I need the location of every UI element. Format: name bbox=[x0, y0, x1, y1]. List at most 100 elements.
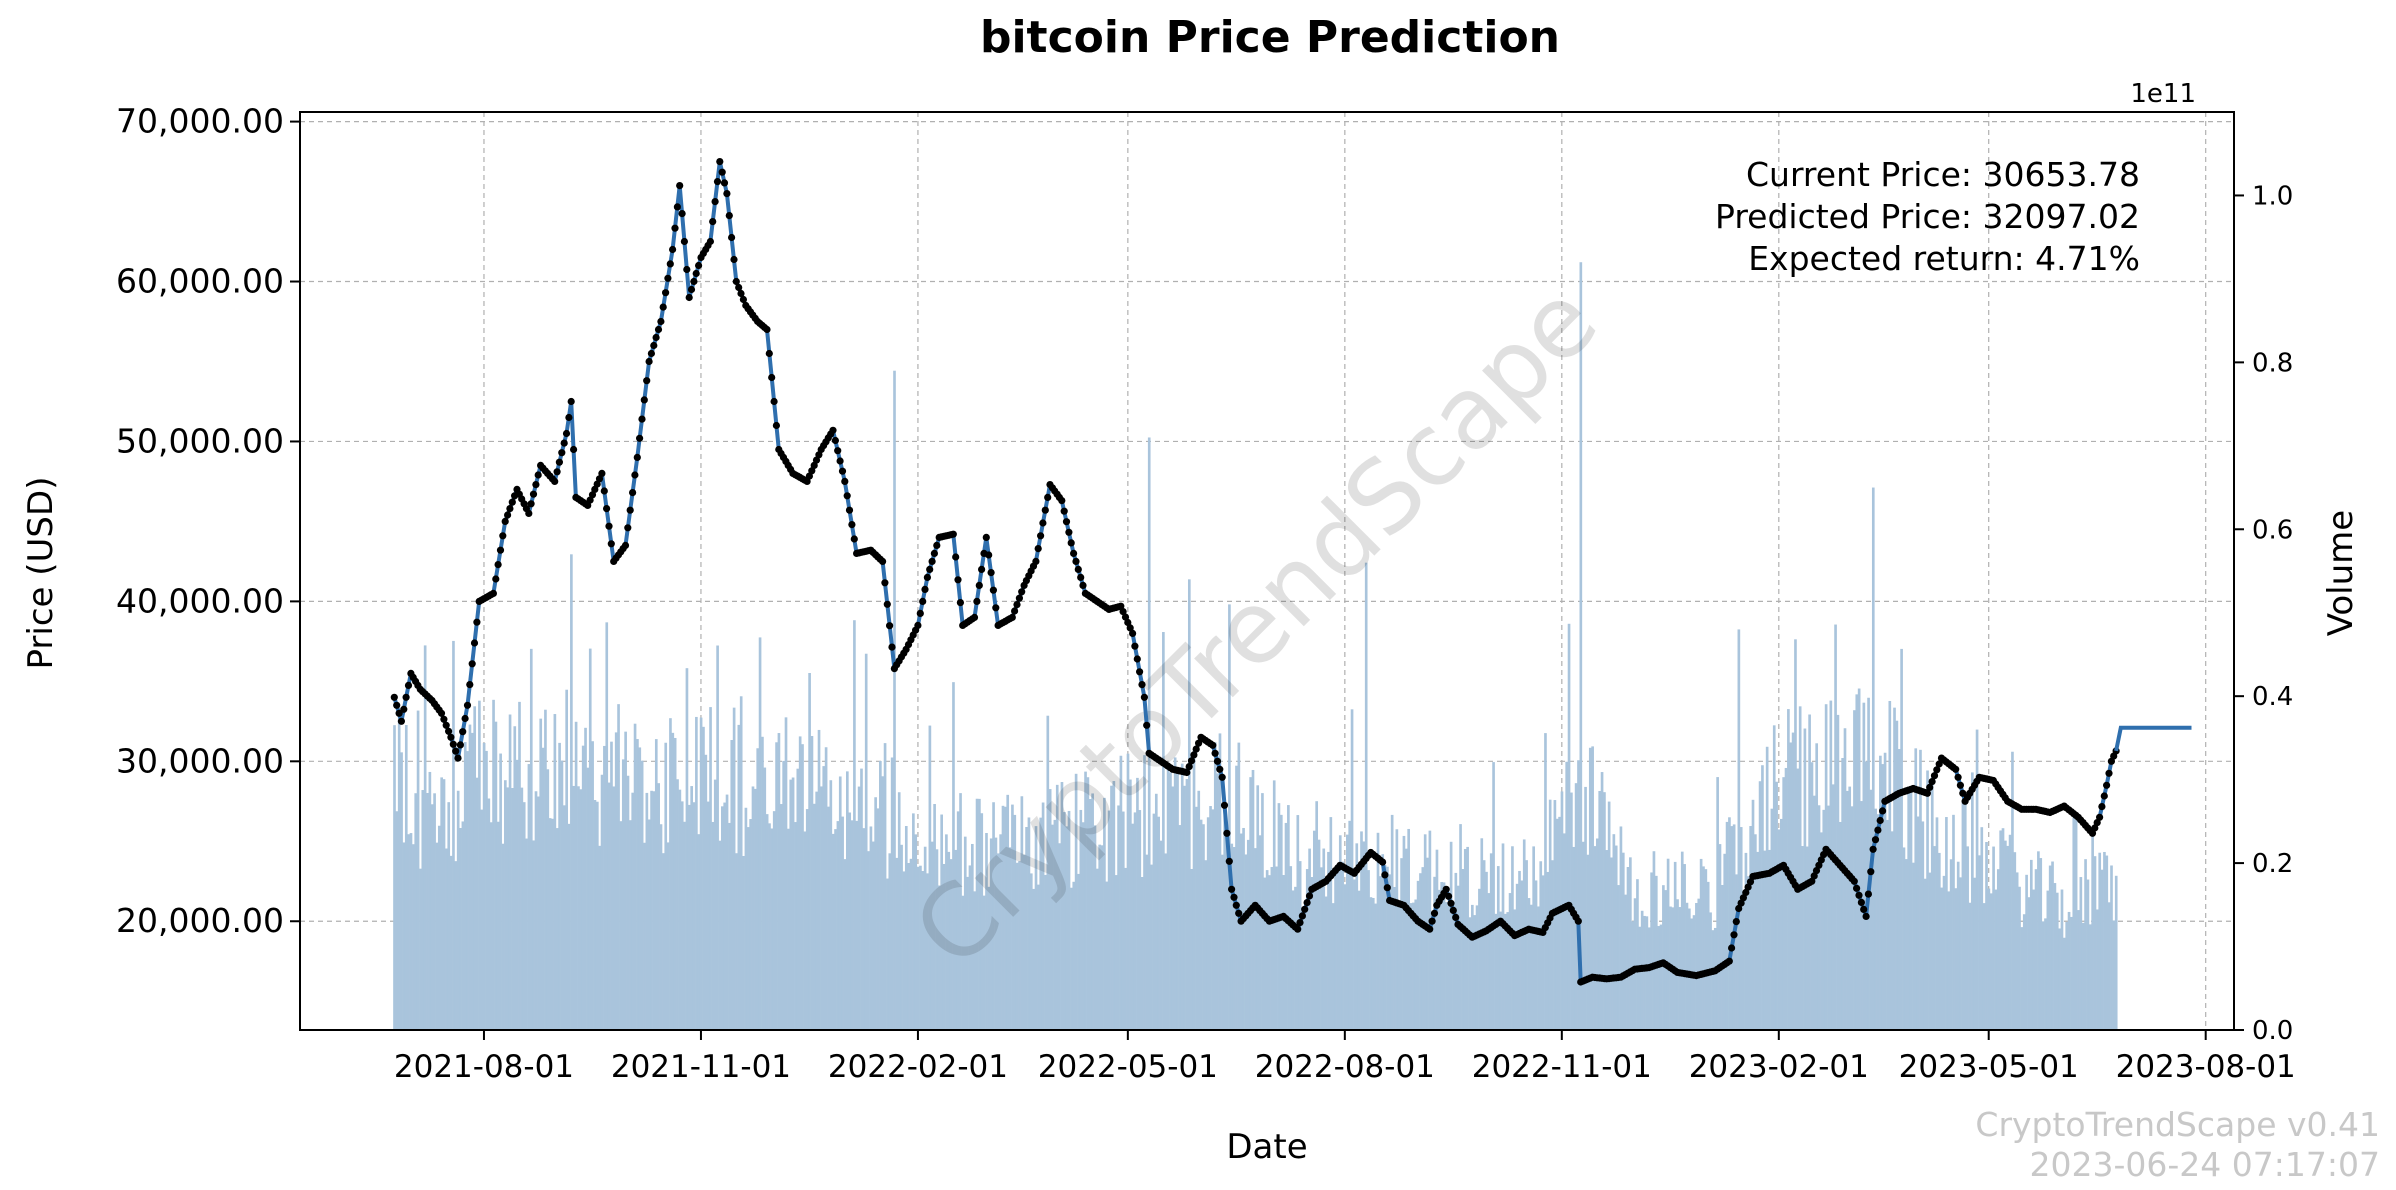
volume-bar bbox=[1466, 846, 1469, 1030]
price-point bbox=[1935, 760, 1943, 768]
volume-bar bbox=[1362, 841, 1366, 1030]
volume-bar bbox=[621, 759, 625, 1030]
volume-bar bbox=[1386, 866, 1389, 1030]
volume-bar bbox=[659, 824, 663, 1030]
price-point bbox=[737, 289, 745, 298]
price-point bbox=[709, 218, 717, 226]
volume-bar bbox=[470, 732, 474, 1030]
volume-bar bbox=[1367, 870, 1370, 1030]
volume-bar bbox=[1232, 847, 1236, 1030]
price-point bbox=[888, 643, 896, 651]
price-point bbox=[1216, 765, 1224, 773]
volume-bar bbox=[1400, 858, 1403, 1030]
volume-bar bbox=[1966, 846, 1969, 1030]
volume-bar bbox=[765, 814, 769, 1030]
price-point bbox=[987, 569, 995, 577]
volume-bar bbox=[718, 840, 722, 1030]
price-point bbox=[2096, 813, 2104, 821]
volume-bar bbox=[2112, 920, 2116, 1030]
volume-bar bbox=[1702, 866, 1705, 1030]
volume-bar bbox=[1437, 889, 1441, 1030]
price-point bbox=[647, 349, 656, 358]
volume-bar bbox=[1409, 903, 1413, 1030]
volume-bar bbox=[1697, 898, 1701, 1030]
volume-bar bbox=[1475, 905, 1479, 1030]
volume-bar bbox=[593, 800, 597, 1030]
price-point bbox=[1381, 871, 1389, 879]
volume-bar bbox=[735, 853, 738, 1030]
volume-bar bbox=[1919, 749, 1922, 1030]
volume-bar bbox=[624, 731, 627, 1030]
volume-bar bbox=[2048, 865, 2052, 1030]
price-point bbox=[954, 576, 962, 584]
volume-bar bbox=[1150, 864, 1153, 1030]
volume-bar bbox=[914, 834, 918, 1030]
volume-bar bbox=[935, 849, 939, 1030]
volume-bar bbox=[2110, 865, 2113, 1030]
price-point bbox=[978, 565, 986, 574]
volume-bar bbox=[1659, 924, 1663, 1030]
volume-bar bbox=[511, 788, 514, 1030]
price-point bbox=[975, 581, 983, 590]
volume-bar bbox=[513, 726, 517, 1030]
volume-bar bbox=[1704, 869, 1708, 1030]
volume-bar bbox=[751, 786, 755, 1030]
volume-bar bbox=[1482, 860, 1486, 1030]
price-point bbox=[1853, 884, 1861, 892]
volume-bar bbox=[1046, 715, 1050, 1030]
price-point bbox=[1850, 877, 1858, 885]
price-point bbox=[659, 303, 667, 311]
volume-bar bbox=[1779, 818, 1783, 1030]
volume-bar bbox=[1020, 796, 1024, 1030]
volume-bar bbox=[1265, 870, 1269, 1030]
volume-bar bbox=[989, 838, 993, 1030]
price-point bbox=[1065, 528, 1073, 536]
volume-bar bbox=[1032, 888, 1035, 1030]
volume-bar bbox=[1650, 872, 1653, 1030]
volume-bar bbox=[626, 775, 630, 1030]
volume-bar bbox=[1242, 827, 1245, 1030]
price-point bbox=[600, 487, 608, 495]
price-point bbox=[973, 597, 981, 606]
price-point bbox=[631, 471, 639, 479]
volume-bar bbox=[1952, 814, 1955, 1030]
volume-bar bbox=[1614, 845, 1618, 1030]
stats-annotation: Current Price: 30653.78 Predicted Price:… bbox=[1715, 155, 2140, 278]
volume-bar bbox=[534, 791, 538, 1030]
volume-bar bbox=[1860, 801, 1863, 1030]
price-point bbox=[928, 557, 936, 566]
volume-bar bbox=[2034, 869, 2038, 1030]
price-point bbox=[1140, 693, 1148, 701]
volume-bar bbox=[720, 806, 724, 1030]
volume-bar bbox=[817, 729, 821, 1030]
price-point bbox=[1730, 931, 1738, 939]
volume-bar bbox=[1942, 875, 1946, 1030]
volume-bar bbox=[1421, 867, 1425, 1030]
volume-bar bbox=[546, 769, 550, 1030]
price-point bbox=[716, 158, 724, 166]
volume-bar bbox=[1914, 748, 1918, 1030]
price-point bbox=[678, 210, 686, 218]
price-point bbox=[400, 705, 408, 713]
volume-bar bbox=[433, 793, 436, 1030]
price-point bbox=[402, 693, 410, 701]
volume-bar bbox=[1341, 861, 1344, 1030]
volume-bar bbox=[562, 805, 566, 1030]
volume-bar bbox=[652, 791, 656, 1030]
volume-bar bbox=[2001, 828, 2005, 1030]
volume-bar bbox=[532, 840, 535, 1030]
volume-bar bbox=[610, 741, 613, 1030]
volume-bar bbox=[1447, 905, 1451, 1030]
y-tick-label: 50,000.00 bbox=[116, 421, 284, 460]
volume-bar bbox=[1072, 881, 1076, 1030]
volume-bar bbox=[1730, 826, 1734, 1030]
volume-bar bbox=[548, 818, 552, 1030]
volume-bar bbox=[1537, 906, 1540, 1030]
volume-bar bbox=[1584, 786, 1587, 1030]
price-point bbox=[881, 579, 889, 587]
volume-bar bbox=[1591, 746, 1594, 1030]
volume-bar bbox=[447, 802, 451, 1030]
volume-bar bbox=[1143, 755, 1146, 1030]
volume-bar bbox=[1687, 908, 1691, 1030]
volume-bar bbox=[942, 863, 946, 1030]
